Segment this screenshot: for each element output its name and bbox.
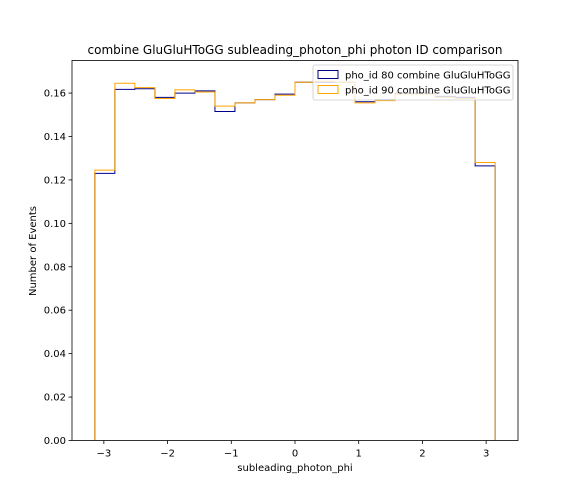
y-tick-label: 0.12	[44, 175, 66, 186]
chart-title: combine GluGluHToGG subleading_photon_ph…	[88, 43, 503, 57]
x-tick-label: 2	[419, 449, 425, 460]
y-tick-label: 0.16	[44, 89, 66, 100]
legend-box	[312, 64, 514, 101]
legend-label: pho_id 90 combine GluGluHToGG	[345, 86, 510, 97]
legend-swatch	[317, 85, 339, 94]
y-tick-label: 0.14	[44, 132, 66, 143]
y-axis-label: Number of Events	[28, 206, 39, 296]
y-tick-label: 0.00	[44, 436, 66, 447]
plot-frame	[71, 60, 519, 441]
y-tick-label: 0.06	[44, 306, 66, 317]
legend-label: pho_id 80 combine GluGluHToGG	[345, 71, 510, 82]
legend: pho_id 80 combine GluGluHToGG pho_id 90 c…	[312, 64, 514, 101]
x-tick-label: 1	[356, 449, 362, 460]
x-axis-label: subleading_photon_phi	[237, 463, 352, 474]
x-tick-label: 0	[292, 449, 298, 460]
y-tick-label: 0.04	[44, 349, 66, 360]
x-tick-label: −3	[96, 449, 111, 460]
y-tick-label: 0.08	[44, 262, 66, 273]
x-tick-label: −2	[160, 449, 175, 460]
y-tick-label: 0.02	[44, 393, 66, 404]
x-axis: −3 −2 −1 0 1 2 3	[96, 440, 489, 460]
x-tick-label: −1	[224, 449, 239, 460]
legend-swatch	[317, 70, 339, 79]
y-axis: 0.00 0.02 0.04 0.06 0.08 0.10 0.12 0.14 0.16	[44, 89, 72, 447]
y-tick-label: 0.10	[44, 219, 66, 230]
x-tick-label: 3	[483, 449, 489, 460]
